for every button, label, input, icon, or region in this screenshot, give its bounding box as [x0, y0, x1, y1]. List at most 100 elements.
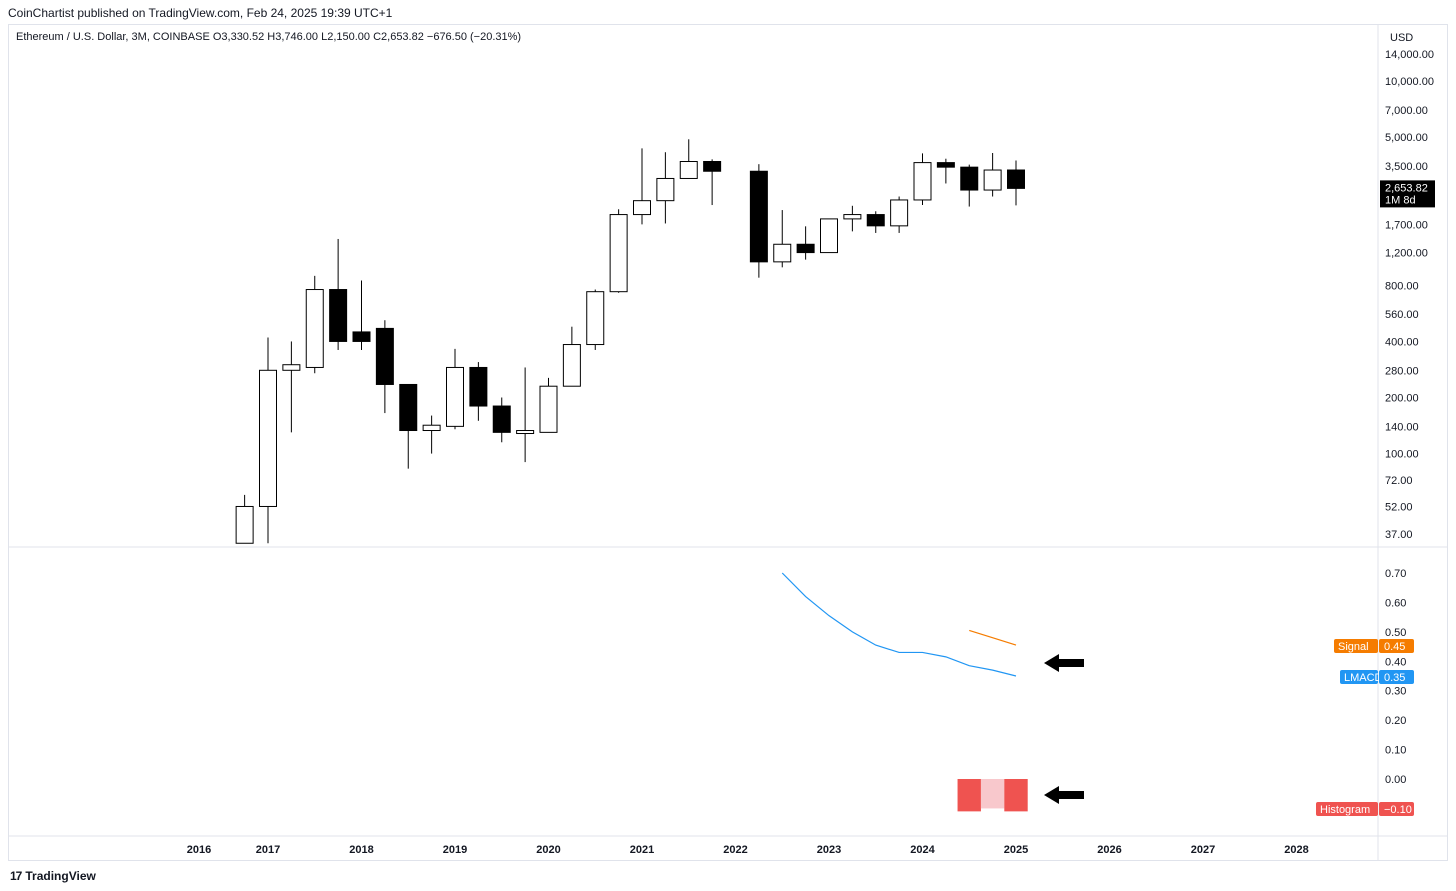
price-axis-tick: 3,500.00 — [1385, 161, 1428, 173]
candle — [352, 280, 371, 350]
candle — [983, 153, 1002, 197]
candle-body — [773, 243, 792, 263]
candle — [539, 377, 558, 433]
signal-line — [969, 629, 1017, 646]
candle — [305, 275, 324, 374]
candle-body — [703, 161, 722, 172]
indicator-axis-tick: 0.40 — [1385, 656, 1406, 668]
candle — [562, 326, 581, 387]
time-axis-tick: 2021 — [630, 844, 654, 856]
candle — [703, 159, 722, 206]
price-axis-tick: 5,000.00 — [1385, 132, 1428, 144]
time-axis-tick: 2022 — [723, 844, 747, 856]
price-axis-tick: 400.00 — [1385, 336, 1419, 348]
candle — [399, 383, 418, 469]
tradingview-logo-icon: 17 — [10, 869, 22, 883]
candle-body — [796, 243, 815, 254]
signal-value-label: 0.45 — [1384, 641, 1405, 653]
candle — [749, 164, 768, 278]
price-axis-tick: 560.00 — [1385, 309, 1419, 321]
candle-body — [492, 405, 511, 433]
candle-body — [422, 424, 441, 432]
price-axis-tick: 1,700.00 — [1385, 219, 1428, 231]
candle-body — [586, 291, 605, 346]
price-axis-tick: 140.00 — [1385, 421, 1419, 433]
candle — [586, 289, 605, 350]
candle-body — [469, 366, 488, 407]
candle — [469, 362, 488, 421]
arrow-left-icon — [1044, 654, 1084, 672]
candle-body — [609, 214, 628, 293]
candle-body — [375, 327, 394, 385]
footer-brand[interactable]: 17 TradingView — [10, 869, 96, 883]
candle — [282, 341, 301, 433]
candle-body — [983, 169, 1002, 191]
signal-name-label: Signal — [1338, 641, 1369, 653]
candle-body — [656, 177, 675, 202]
candle-body — [352, 331, 371, 342]
candle-body — [516, 430, 535, 435]
time-axis-tick: 2016 — [187, 844, 211, 856]
histogram-bar — [980, 779, 1005, 809]
arrow-left-icon — [1044, 786, 1084, 804]
histogram-bar — [1004, 779, 1028, 812]
lmacd-value-badge — [1379, 670, 1414, 684]
candle — [843, 205, 862, 232]
lmacd-line — [781, 572, 1017, 677]
histogram-bar — [957, 779, 981, 812]
chart-frame — [8, 24, 1448, 861]
indicator-axis-tick: 0.20 — [1385, 715, 1406, 727]
candle — [936, 158, 955, 184]
price-axis-tick: 280.00 — [1385, 365, 1419, 377]
indicator-axis-tick: 0.00 — [1385, 774, 1406, 786]
price-axis-tick: 37.00 — [1385, 529, 1413, 541]
time-axis-tick: 2020 — [536, 844, 560, 856]
candle — [446, 348, 464, 430]
candle — [913, 153, 932, 206]
signal-name-badge — [1334, 639, 1378, 653]
candle — [820, 218, 838, 254]
symbol-legend[interactable]: Ethereum / U.S. Dollar, 3M, COINBASE O3,… — [16, 31, 522, 43]
candle-body — [259, 369, 277, 507]
price-axis-tick: 72.00 — [1385, 475, 1413, 487]
candle — [656, 152, 675, 224]
candle-body — [539, 385, 558, 433]
histogram-name-label: Histogram — [1320, 804, 1370, 816]
candle-body — [235, 505, 254, 544]
price-axis-tick: 800.00 — [1385, 280, 1419, 292]
price-axis-tick: 14,000.00 — [1385, 49, 1434, 61]
price-axis-tick: 10,000.00 — [1385, 76, 1434, 88]
time-axis-tick: 2018 — [349, 844, 373, 856]
currency-label[interactable]: USD — [1390, 32, 1414, 44]
indicator-axis-tick: 0.50 — [1385, 627, 1406, 639]
candle-body — [749, 170, 768, 263]
candle-body — [843, 214, 862, 220]
candle — [422, 415, 441, 454]
time-axis-tick: 2028 — [1284, 844, 1308, 856]
lmacd-value-label: 0.35 — [1384, 672, 1405, 684]
candle — [679, 139, 698, 179]
candle-body — [913, 162, 932, 201]
price-axis-tick: 200.00 — [1385, 393, 1419, 405]
histogram-value-label: −0.10 — [1384, 804, 1412, 816]
candle — [633, 148, 651, 225]
candle — [796, 226, 815, 260]
candle — [259, 337, 277, 544]
time-axis-tick: 2023 — [817, 844, 841, 856]
indicator-axis-tick: 0.70 — [1385, 568, 1406, 580]
candle — [235, 494, 254, 544]
candle-body — [679, 161, 698, 179]
candle-body — [633, 200, 651, 216]
lmacd-name-badge — [1340, 670, 1378, 684]
price-axis-tick: 7,000.00 — [1385, 105, 1428, 117]
candle — [609, 209, 628, 293]
brand-name: TradingView — [25, 869, 96, 883]
candle-body — [446, 366, 464, 427]
publisher-line: CoinChartist published on TradingView.co… — [8, 6, 393, 20]
candle — [492, 397, 511, 443]
candle — [516, 367, 535, 463]
candle-body — [562, 344, 581, 387]
histogram-value-badge — [1379, 802, 1414, 816]
time-axis-tick: 2026 — [1097, 844, 1121, 856]
